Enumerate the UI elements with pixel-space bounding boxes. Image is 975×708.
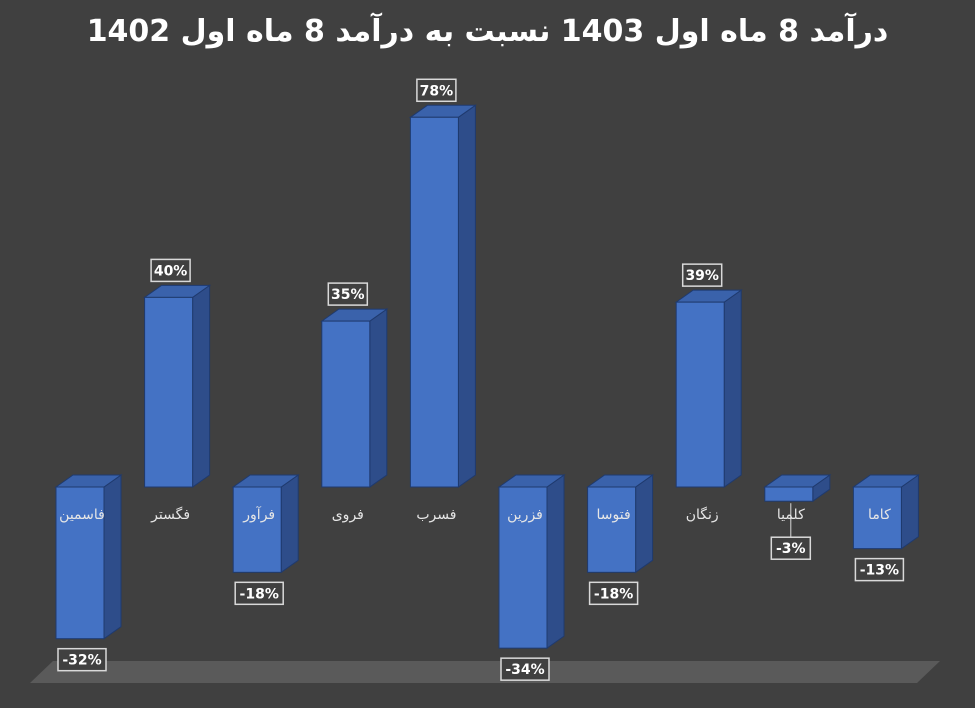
category-label-8: زنگان — [686, 506, 719, 523]
data-label-7: -18% — [594, 586, 633, 602]
bar-4 — [321, 320, 371, 488]
bar-1 — [55, 486, 105, 640]
data-label-box-1 — [57, 647, 107, 672]
data-label-9: -3% — [776, 541, 806, 557]
data-label-10: -13% — [860, 563, 899, 579]
category-label-1: فاسمین — [59, 507, 105, 523]
category-label-4: فروی — [332, 507, 364, 523]
category-label-9: کلمیا — [777, 507, 805, 523]
data-label-3: -18% — [240, 586, 279, 602]
data-label-1: -32% — [62, 653, 101, 669]
bar-5 — [409, 116, 459, 488]
data-label-5: 78% — [420, 83, 454, 99]
data-label-2: 40% — [154, 263, 188, 279]
bar-side-8 — [723, 289, 742, 488]
data-label-4: 35% — [331, 287, 365, 303]
data-label-box-7 — [588, 581, 639, 606]
bar-3 — [232, 486, 282, 573]
bar-8 — [675, 301, 725, 488]
bar-side-2 — [192, 284, 211, 488]
category-label-2: فگستر — [150, 506, 190, 523]
category-label-7: فتوسا — [597, 507, 631, 523]
data-label-box-5 — [416, 78, 457, 103]
bar-7 — [587, 486, 637, 573]
data-label-8: 39% — [685, 268, 719, 284]
data-label-box-8 — [681, 263, 723, 287]
data-label-6: -34% — [505, 662, 544, 678]
bar-side-4 — [369, 308, 388, 488]
category-label-10: کاما — [868, 507, 891, 523]
data-label-box-4 — [327, 282, 369, 306]
data-label-box-2 — [150, 258, 191, 283]
bar-2 — [144, 296, 194, 488]
chart-floor — [30, 661, 940, 683]
bar-side-10 — [900, 474, 919, 550]
bar-side-6 — [546, 474, 565, 650]
bar-6 — [498, 486, 548, 649]
bar-side-1 — [103, 474, 122, 640]
bar-side-5 — [457, 104, 476, 488]
bar-9 — [764, 486, 814, 502]
bar-10 — [852, 486, 902, 550]
bar-side-3 — [280, 474, 299, 574]
bar-side-7 — [635, 474, 654, 574]
data-label-box-10 — [854, 557, 905, 582]
chart-title: درآمد 8 ماه اول 1403 نسبت به درآمد 8 ماه… — [86, 14, 889, 49]
category-label-5: فسرب — [416, 507, 456, 523]
category-label-3: فرآور — [242, 506, 275, 523]
category-label-6: فزرین — [507, 507, 543, 523]
data-label-box-9 — [770, 536, 812, 560]
data-label-box-3 — [234, 581, 284, 606]
data-label-box-6 — [500, 657, 550, 681]
